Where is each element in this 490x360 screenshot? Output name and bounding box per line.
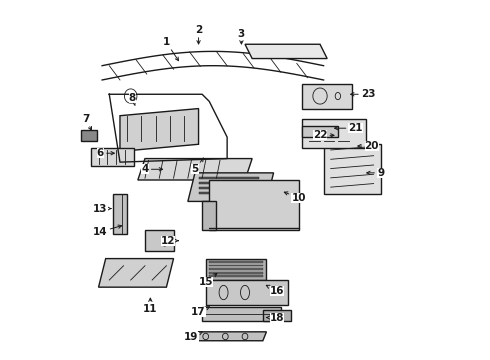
Polygon shape: [198, 182, 259, 184]
Text: 14: 14: [93, 225, 122, 237]
Polygon shape: [323, 144, 381, 194]
Text: 11: 11: [143, 298, 158, 314]
Polygon shape: [145, 230, 173, 251]
Text: 12: 12: [161, 236, 178, 246]
Polygon shape: [302, 126, 338, 137]
Text: 4: 4: [141, 164, 163, 174]
Text: 1: 1: [163, 37, 178, 61]
Text: 6: 6: [97, 148, 114, 158]
Polygon shape: [209, 265, 263, 266]
Polygon shape: [245, 44, 327, 59]
Text: 9: 9: [367, 168, 384, 178]
Polygon shape: [209, 275, 263, 277]
Polygon shape: [198, 187, 259, 189]
Text: 23: 23: [351, 89, 375, 99]
Polygon shape: [188, 173, 273, 202]
Text: 19: 19: [184, 332, 202, 342]
Polygon shape: [302, 119, 367, 148]
Text: 3: 3: [238, 28, 245, 44]
Text: 7: 7: [82, 114, 92, 130]
Polygon shape: [98, 258, 173, 287]
Text: 16: 16: [267, 285, 284, 296]
Polygon shape: [206, 280, 288, 305]
Text: 5: 5: [192, 158, 203, 174]
Polygon shape: [263, 310, 292, 321]
Polygon shape: [209, 180, 298, 230]
Polygon shape: [113, 194, 127, 234]
Text: 10: 10: [284, 192, 306, 203]
Text: 17: 17: [191, 307, 209, 317]
Polygon shape: [209, 272, 263, 274]
Polygon shape: [198, 192, 259, 194]
Polygon shape: [81, 130, 97, 141]
Text: 8: 8: [129, 93, 136, 105]
Text: 13: 13: [93, 203, 111, 213]
Polygon shape: [138, 158, 252, 180]
Polygon shape: [209, 268, 263, 270]
Polygon shape: [209, 261, 263, 263]
Text: 15: 15: [198, 273, 217, 287]
Polygon shape: [195, 332, 267, 341]
Text: 22: 22: [313, 130, 334, 140]
Polygon shape: [92, 148, 134, 166]
Polygon shape: [202, 307, 281, 321]
Polygon shape: [198, 177, 259, 179]
Text: 18: 18: [267, 312, 284, 323]
Polygon shape: [120, 109, 198, 152]
Polygon shape: [302, 84, 352, 109]
Polygon shape: [202, 202, 217, 230]
Text: 21: 21: [335, 123, 363, 133]
Text: 20: 20: [358, 141, 379, 151]
Text: 2: 2: [195, 25, 202, 44]
Polygon shape: [206, 258, 267, 280]
